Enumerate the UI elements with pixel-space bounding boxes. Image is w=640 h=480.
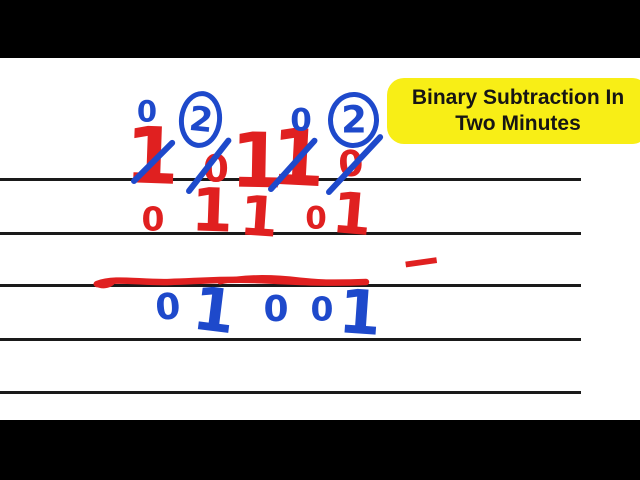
borrow-value: 2 bbox=[341, 98, 367, 142]
minus-sign: − bbox=[396, 229, 446, 293]
subtrahend-digit: 1 bbox=[237, 183, 281, 250]
title-line-1: Binary Subtraction In bbox=[411, 86, 625, 109]
result-digit: 0 bbox=[310, 289, 334, 329]
letterbox-top bbox=[0, 0, 640, 58]
result-digit: 0 bbox=[154, 286, 182, 329]
subtrahend-digit: 1 bbox=[189, 175, 235, 247]
subtrahend-digit: 0 bbox=[141, 199, 165, 239]
borrow-value: 0 bbox=[290, 102, 312, 139]
subtrahend-digit: 0 bbox=[305, 200, 327, 237]
title-line-2: Two Minutes bbox=[455, 112, 581, 135]
letterbox-bottom bbox=[0, 420, 640, 480]
ruled-line bbox=[0, 284, 581, 287]
subtrahend-digit: 1 bbox=[329, 179, 375, 250]
ruled-line bbox=[0, 338, 581, 341]
ruled-line bbox=[0, 391, 581, 394]
ruled-line bbox=[0, 178, 581, 181]
result-digit: 1 bbox=[189, 273, 239, 349]
title-banner: Binary Subtraction In Two Minutes bbox=[387, 78, 640, 144]
result-digit: 0 bbox=[263, 289, 289, 330]
ruled-line bbox=[0, 232, 581, 235]
borrow-value: 0 bbox=[136, 94, 158, 129]
borrow-value: 2 bbox=[187, 98, 215, 142]
result-digit: 1 bbox=[336, 276, 384, 350]
